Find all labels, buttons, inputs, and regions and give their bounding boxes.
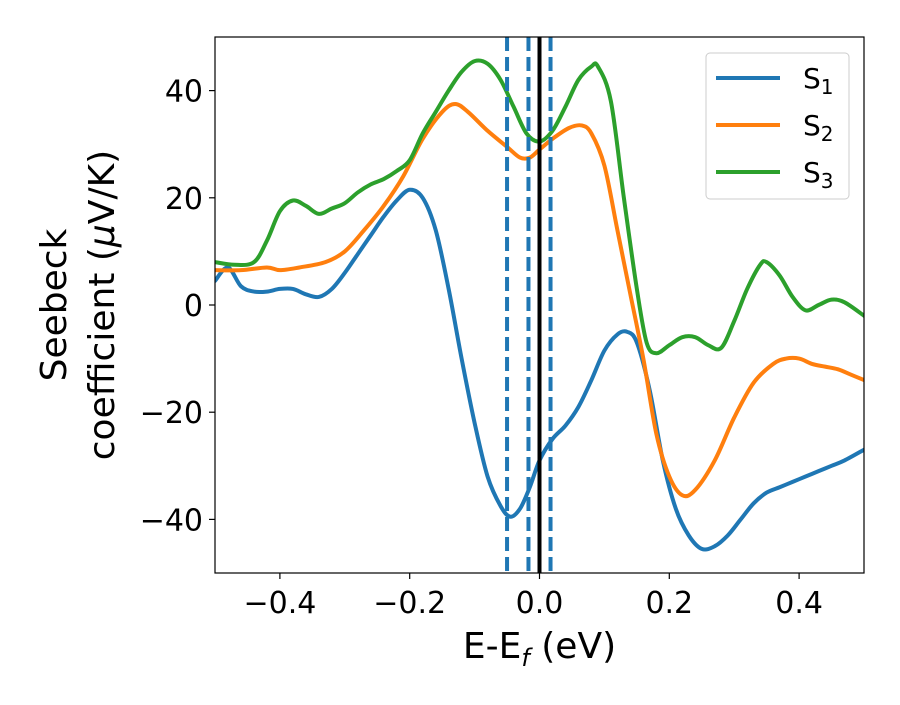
x-axis-title: E-Ef (eV) <box>463 626 616 672</box>
legend-label-s1: S1 <box>803 62 834 99</box>
y-axis-title-suffix: V/K) <box>82 150 123 224</box>
y-tick-label: 40 <box>165 75 203 110</box>
y-tick-label: 0 <box>184 289 203 324</box>
x-axis-title-unit: (eV) <box>530 626 616 667</box>
x-tick-label: 0.2 <box>645 586 693 621</box>
y-axis-title-line2: coefficient (μV/K) <box>82 150 123 460</box>
y-axis-title-prefix: coefficient ( <box>82 247 123 460</box>
x-tick-label: 0.0 <box>516 586 564 621</box>
y-tick-label: 20 <box>165 182 203 217</box>
ticks-layer: −0.4 −0.2 0.0 0.2 0.4 −40 −20 0 20 40 <box>140 75 823 621</box>
x-tick-label: −0.2 <box>373 586 446 621</box>
y-axis-title-mu: μ <box>82 224 123 248</box>
legend: S1 S2 S3 <box>705 52 850 200</box>
legend-label-s3: S3 <box>803 156 834 193</box>
series-line-s3 <box>215 58 864 356</box>
y-axis-title-line1: Seebeck <box>34 228 75 381</box>
series-line-s2 <box>215 102 864 499</box>
plot-layer <box>215 37 864 573</box>
x-tick-label: −0.4 <box>243 586 316 621</box>
y-tick-label: −20 <box>140 396 203 431</box>
axis-titles: E-Ef (eV) Seebeck coefficient (μV/K) <box>34 150 616 672</box>
y-tick-label: −40 <box>140 503 203 538</box>
legend-label-s2: S2 <box>803 109 834 146</box>
series-line-s1 <box>215 187 864 552</box>
x-tick-label: 0.4 <box>775 586 823 621</box>
x-axis-title-main: E-E <box>463 626 521 667</box>
